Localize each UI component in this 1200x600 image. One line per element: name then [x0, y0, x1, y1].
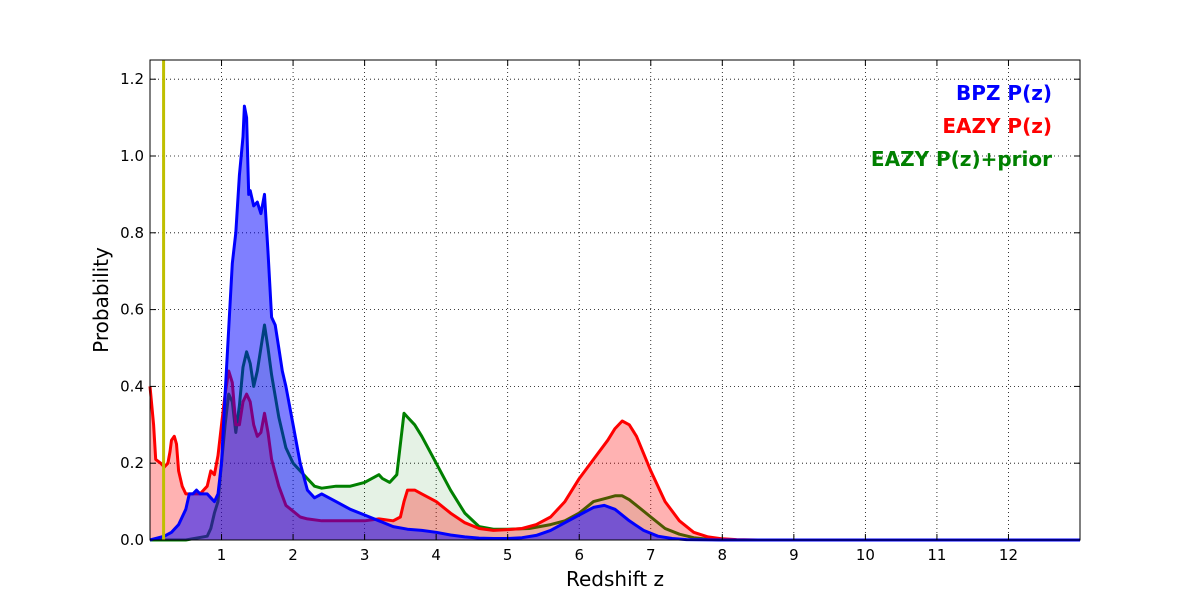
x-tick-label: 4 [431, 546, 441, 564]
y-tick-label: 0.0 [120, 531, 144, 549]
y-axis-label: Probability [89, 247, 113, 353]
y-tick-label: 0.2 [120, 454, 144, 472]
x-tick-label: 1 [217, 546, 227, 564]
legend-entry: EAZY P(z) [942, 114, 1052, 138]
x-tick-label: 2 [288, 546, 298, 564]
x-tick-label: 9 [789, 546, 799, 564]
x-tick-label: 8 [718, 546, 728, 564]
series-areas [148, 104, 1080, 542]
x-tick-label: 11 [927, 546, 946, 564]
legend-entry: EAZY P(z)+prior [871, 147, 1052, 171]
x-axis-label: Redshift z [566, 567, 664, 591]
legend: BPZ P(z) EAZY P(z) EAZY P(z)+prior [871, 81, 1052, 171]
x-tick-label: 12 [999, 546, 1018, 564]
x-tick-label: 5 [503, 546, 513, 564]
y-tick-label: 1.0 [120, 147, 144, 165]
y-tick-label: 0.6 [120, 301, 144, 319]
area-eazy-p-z-prior [150, 325, 1080, 540]
plot-frame [149, 59, 1081, 541]
area-eazy-p-z [150, 371, 1080, 540]
x-tick-label: 6 [574, 546, 584, 564]
x-tick-label: 7 [646, 546, 656, 564]
axis-ticks: 1 2 3 4 5 6 7 8 9 10 11 120.00.20.40.60.81.01.2 [120, 60, 1080, 564]
line-bpz-p-z [149, 104, 1080, 542]
y-tick-label: 1.2 [120, 70, 144, 88]
y-tick-label: 0.4 [120, 377, 144, 395]
y-tick-label: 0.8 [120, 224, 144, 242]
x-tick-label: 10 [856, 546, 875, 564]
legend-entry: BPZ P(z) [956, 81, 1052, 105]
x-tick-label: 3 [360, 546, 370, 564]
